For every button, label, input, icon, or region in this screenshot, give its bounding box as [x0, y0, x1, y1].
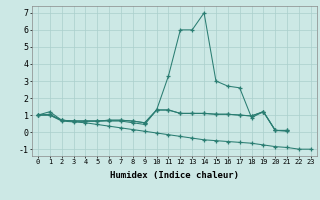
- X-axis label: Humidex (Indice chaleur): Humidex (Indice chaleur): [110, 171, 239, 180]
